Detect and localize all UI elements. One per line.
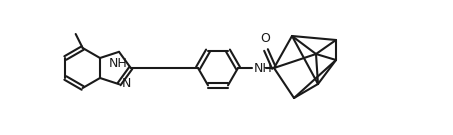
Text: O: O xyxy=(260,32,270,45)
Text: NH: NH xyxy=(109,57,127,70)
Text: NH: NH xyxy=(254,62,273,75)
Text: N: N xyxy=(122,77,131,90)
